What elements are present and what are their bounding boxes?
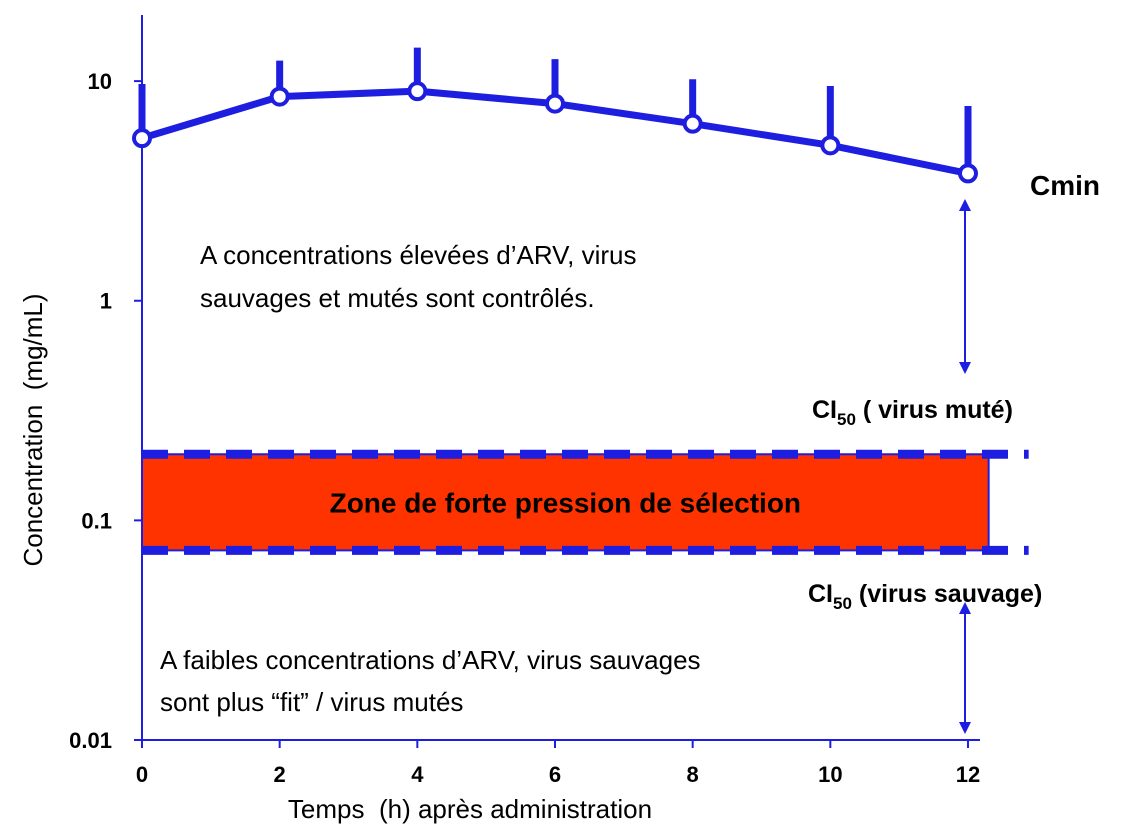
label-sub: 50	[833, 594, 852, 613]
data-point	[269, 86, 290, 107]
x-tick-label: 10	[818, 762, 842, 787]
x-tick-label: 2	[274, 762, 286, 787]
band-label: Zone de forte pression de sélection	[330, 487, 801, 518]
x-tick-label: 6	[549, 762, 561, 787]
label-part: CI	[812, 396, 837, 424]
y-axis-title: Concentration (mg/mL)	[18, 293, 48, 566]
label-part: CI	[808, 580, 833, 608]
x-tick-label: 4	[411, 762, 424, 787]
x-tick-label: 12	[956, 762, 980, 787]
y-tick-label: 0.1	[81, 508, 112, 533]
x-tick-label: 0	[136, 762, 148, 787]
ci50-mutated-label: CI50 ( virus muté)	[812, 396, 1013, 429]
label-part: (virus sauvage)	[852, 580, 1042, 608]
data-point	[820, 135, 841, 156]
y-tick-label: 10	[88, 69, 112, 94]
data-point	[407, 81, 428, 102]
data-point	[682, 113, 703, 134]
label-sub: 50	[837, 410, 856, 429]
data-point	[132, 128, 152, 149]
annotation: A faibles concentrations d’ARV, virus sa…	[160, 645, 701, 675]
annotation: A concentrations élevées d’ARV, virus	[200, 240, 636, 270]
ci50-wild-label: CI50 (virus sauvage)	[808, 580, 1042, 613]
x-axis-title: Temps (h) après administration	[288, 794, 652, 824]
data-point	[958, 163, 978, 184]
annotation: sauvages et mutés sont contrôlés.	[200, 283, 595, 313]
cmin-label: Cmin	[1030, 170, 1100, 201]
y-tick-label: 0.01	[69, 728, 112, 753]
data-point	[545, 93, 565, 114]
x-tick-label: 8	[687, 762, 699, 787]
label-part: ( virus muté)	[856, 396, 1013, 424]
annotation: sont plus “fit” / virus mutés	[160, 687, 463, 717]
y-tick-label: 1	[100, 289, 112, 314]
